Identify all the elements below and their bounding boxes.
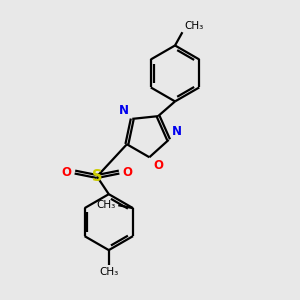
Text: N: N [172,125,182,138]
Text: O: O [153,159,163,172]
Text: O: O [123,166,133,178]
Text: S: S [92,169,102,184]
Text: O: O [61,166,71,178]
Text: CH₃: CH₃ [185,21,204,31]
Text: CH₃: CH₃ [99,267,119,277]
Text: CH₃: CH₃ [97,200,116,210]
Text: N: N [119,104,129,117]
